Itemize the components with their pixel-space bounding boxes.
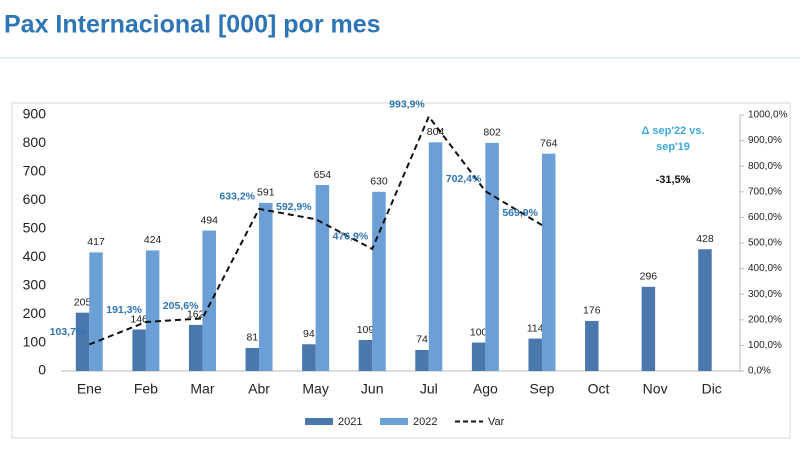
y2-tick-label: 500,0%	[748, 238, 782, 249]
annotation: -31,5%	[656, 174, 691, 186]
x-tick-label: Ago	[473, 381, 498, 397]
y2-tick-label: 0,0%	[748, 366, 771, 377]
bar	[188, 324, 203, 371]
annotation: sep'19	[656, 141, 690, 153]
x-tick-label: Nov	[643, 381, 668, 397]
bar	[132, 329, 146, 371]
legend-label: 2021	[338, 416, 362, 428]
x-tick-label: Sep	[529, 381, 554, 397]
bar	[415, 349, 429, 371]
y2-tick-label: 400,0%	[748, 263, 782, 274]
data-label: 74	[416, 334, 428, 346]
y2-tick-label: 200,0%	[748, 314, 782, 325]
value-label: 702,4%	[446, 173, 482, 185]
bar	[428, 142, 443, 371]
y2-tick-label: 100,0%	[748, 340, 782, 351]
x-tick-label: May	[302, 381, 328, 397]
bar	[145, 250, 160, 371]
data-label: 146	[130, 313, 148, 325]
y-tick-label: 700	[23, 163, 47, 179]
data-label: 424	[144, 234, 162, 246]
data-label: 296	[640, 271, 658, 283]
y-tick-label: 400	[23, 248, 47, 264]
y-tick-label: 600	[23, 191, 47, 207]
data-label: 428	[696, 233, 714, 245]
x-tick-label: Oct	[588, 381, 610, 397]
bar	[358, 339, 373, 371]
legend-label: Var	[488, 416, 505, 428]
bar	[471, 342, 486, 371]
data-label: 100	[470, 326, 488, 338]
value-label: 205,6%	[163, 300, 199, 312]
bar	[75, 312, 90, 371]
bar	[372, 191, 386, 371]
y2-tick-label: 1000,0%	[748, 110, 788, 121]
bar	[245, 347, 260, 371]
bar	[485, 142, 499, 371]
x-tick-label: Feb	[134, 381, 158, 397]
data-label: 764	[540, 137, 558, 149]
data-label: 81	[246, 332, 258, 344]
data-label: 591	[257, 187, 275, 199]
value-label: 103,7%	[50, 326, 86, 338]
data-label: 205	[74, 296, 92, 308]
y-tick-label: 200	[23, 305, 47, 321]
data-label: 494	[200, 214, 218, 226]
x-tick-label: Jul	[420, 381, 438, 397]
value-label: 476,9%	[333, 231, 369, 243]
value-label: 592,9%	[276, 201, 312, 213]
legend-swatch	[380, 418, 408, 425]
value-label: 993,9%	[389, 98, 425, 110]
data-label: 114	[527, 322, 544, 334]
y-tick-label: 800	[23, 134, 47, 150]
y-tick-label: 900	[23, 106, 47, 122]
bar	[202, 230, 216, 371]
chart-title: Pax Internacional [000] por mes	[4, 11, 381, 39]
value-label: 633,2%	[219, 191, 255, 203]
value-label: 569,9%	[502, 207, 538, 219]
chart-frame	[11, 102, 791, 439]
data-label: 109	[357, 324, 375, 336]
data-label: 804	[427, 126, 445, 138]
y2-tick-label: 300,0%	[748, 289, 782, 300]
data-label: 802	[483, 127, 501, 139]
value-label: 191,3%	[106, 304, 142, 316]
bar	[259, 202, 273, 371]
y-tick-label: 100	[23, 333, 47, 349]
bar	[585, 320, 599, 371]
y2-tick-label: 900,0%	[748, 135, 782, 146]
bar	[528, 338, 542, 371]
x-tick-label: Jun	[361, 381, 384, 397]
x-tick-label: Ene	[77, 381, 102, 397]
x-tick-label: Mar	[190, 381, 214, 397]
annotation: Δ sep'22 vs.	[641, 125, 704, 137]
y2-tick-label: 700,0%	[748, 186, 782, 197]
data-label: 630	[370, 176, 388, 188]
data-label: 176	[583, 305, 601, 317]
bar	[302, 344, 316, 371]
y-tick-label: 500	[23, 219, 47, 235]
x-tick-label: Abr	[248, 381, 270, 397]
bar	[641, 286, 656, 371]
y2-tick-label: 800,0%	[748, 161, 782, 172]
x-tick-label: Dic	[702, 381, 722, 397]
y-tick-label: 0	[38, 362, 46, 378]
legend-swatch	[305, 418, 333, 425]
bar	[698, 249, 712, 371]
bar	[541, 153, 556, 371]
data-label: 94	[303, 328, 315, 340]
bar	[89, 252, 103, 371]
y-tick-label: 300	[23, 276, 47, 292]
y2-tick-label: 600,0%	[748, 212, 782, 223]
data-label: 654	[314, 169, 332, 181]
legend-label: 2022	[413, 416, 437, 428]
bar	[315, 184, 330, 371]
data-label: 417	[87, 236, 105, 248]
